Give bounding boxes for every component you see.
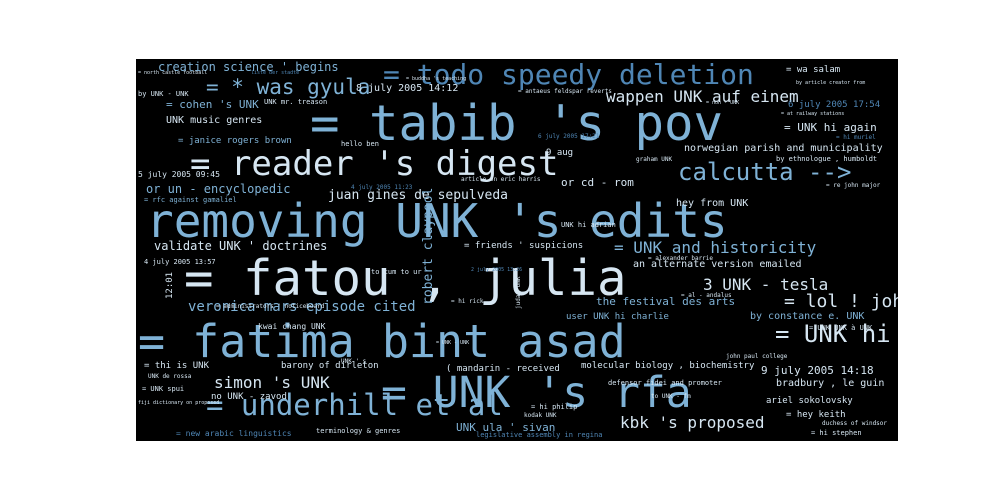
cloud-word: = UNK UNK à UNK xyxy=(809,324,873,332)
cloud-word: = tabib 's pov xyxy=(310,95,724,152)
cloud-word: = fatou , julia xyxy=(184,250,627,307)
cloud-word: kodak UNK xyxy=(524,412,557,419)
cloud-word: = UNK and historicity xyxy=(614,238,817,257)
cloud-word: graham UNK xyxy=(636,156,673,163)
cloud-word: or cd - rom xyxy=(561,176,634,189)
cloud-word: = at railway stations xyxy=(781,111,845,117)
cloud-word: = todo speedy deletion xyxy=(383,59,754,91)
cloud-word: kwai chang UNK xyxy=(258,322,326,331)
cloud-word: 4 july 2005 11:23 xyxy=(351,184,413,191)
cloud-word: UNK music genres xyxy=(166,115,263,126)
cloud-word: hey from UNK xyxy=(676,198,749,209)
cloud-word: judas UNK xyxy=(515,276,522,309)
cloud-word: simon 's UNK xyxy=(214,373,330,392)
cloud-word: the festival des arts xyxy=(596,295,736,308)
cloud-word: 6 july 2005 17:54 xyxy=(788,100,881,110)
cloud-word: = UNK - UNK xyxy=(436,340,470,346)
cloud-word: by ethnologue , humboldt xyxy=(776,155,878,163)
cloud-word: 2 july 2005 13:26 xyxy=(471,267,523,273)
cloud-word: duchess of windsor xyxy=(822,420,888,427)
cloud-word: to UNK - fm xyxy=(651,393,691,400)
cloud-word: an alternate version emailed xyxy=(633,259,802,270)
cloud-word: = buddha 's teaching xyxy=(406,76,467,82)
cloud-word: = al - andalus xyxy=(681,292,732,299)
cloud-word: molecular biology , biochemistry xyxy=(581,361,755,371)
cloud-word: calcutta --> xyxy=(678,158,852,186)
cloud-word: = cohen 's UNK xyxy=(166,98,259,111)
cloud-word: = administrators ' noticeboard xyxy=(216,303,325,310)
cloud-word: bradbury , le guin xyxy=(776,378,885,389)
cloud-word: juan gines de sepulveda xyxy=(328,188,509,203)
cloud-word: = fatima bint asad xyxy=(138,315,626,368)
cloud-word: 6 july 2005 17:21 xyxy=(538,133,600,140)
cloud-word: kbk 's proposed xyxy=(620,413,765,432)
cloud-word: norwegian parish and municipality xyxy=(684,143,883,154)
cloud-word: wappen UNK auf einem xyxy=(606,87,799,106)
cloud-word: user UNK hi charlie xyxy=(566,312,669,322)
cloud-word: = UNK spui xyxy=(142,385,185,393)
cloud-word: = north castle football xyxy=(138,70,208,76)
cloud-word: by UNK - UNK xyxy=(138,90,189,98)
cloud-word: = re john major xyxy=(826,182,881,189)
cloud-word: = * was gyula xyxy=(206,75,371,99)
cloud-word: liste der stadte xyxy=(251,70,300,76)
cloud-word: = friends ' suspicions xyxy=(464,241,584,251)
cloud-word: legislative assembly in regina xyxy=(476,431,603,439)
cloud-word: 12:01 xyxy=(165,271,175,299)
cloud-word: 5 july 2005 09:45 xyxy=(138,170,220,179)
cloud-word: = hey keith xyxy=(786,410,846,420)
cloud-word: = new arabic linguistics xyxy=(176,429,292,438)
cloud-word: removing UNK 's edits xyxy=(146,194,728,248)
cloud-word: = wa salam xyxy=(786,65,841,75)
cloud-word: no UNK - zavod xyxy=(211,392,287,402)
cloud-word: = lol ! john xyxy=(784,291,898,312)
cloud-word: by constance e. UNK xyxy=(750,311,865,322)
cloud-word: veronica mars episode cited xyxy=(188,299,416,315)
cloud-word: UNK de rossa xyxy=(148,373,192,380)
cloud-word: ( mandarin - received xyxy=(446,364,560,374)
cloud-word: UNK hi adrian xyxy=(561,221,616,229)
cloud-word: fiji dictionary on proposed xyxy=(138,400,220,406)
cloud-word: terminology & genres xyxy=(316,427,401,435)
cloud-word: = hi muriel xyxy=(836,134,876,141)
word-cloud: removing UNK 's edits = tabib 's pov = f… xyxy=(136,59,898,441)
cloud-word: hello ben xyxy=(341,140,379,148)
cloud-word: = thi is UNK xyxy=(144,361,210,371)
cloud-word: by article creator from xyxy=(796,80,866,86)
cloud-word: 9 aug xyxy=(546,148,574,158)
cloud-word: or un - encyclopedic xyxy=(146,182,291,196)
cloud-word: john paul college xyxy=(726,353,788,360)
cloud-word: UNK ' s xyxy=(341,358,367,365)
cloud-word: validate UNK ' doctrines xyxy=(154,239,328,253)
cloud-word: = alexander barrie xyxy=(648,255,714,262)
cloud-word: = reader 's digest xyxy=(190,144,559,184)
cloud-word: 3 UNK - tesla xyxy=(703,275,829,294)
cloud-word: barony of dirleton xyxy=(281,361,379,371)
cloud-word: = rfc against gamaliel xyxy=(144,196,237,204)
cloud-word: = UNK hi again xyxy=(784,121,877,134)
cloud-word: 9 july 2005 14:18 xyxy=(761,364,874,377)
cloud-word: ariel sokolovsky xyxy=(766,396,853,406)
cloud-word: robert claypool xyxy=(421,187,436,305)
cloud-word: = non - UNK xyxy=(706,100,740,106)
cloud-word: = UNK hi , xyxy=(775,320,898,348)
cloud-word: = antaeus feldspar reverts xyxy=(518,88,612,95)
cloud-word: 4 july 2005 13:57 xyxy=(144,258,216,266)
cloud-word: = hi rick xyxy=(451,298,484,305)
cloud-word: UNK mr. treason xyxy=(264,98,328,106)
cloud-word: = janice rogers brown xyxy=(178,136,292,146)
cloud-word: UNK ula ' sivan xyxy=(456,421,556,434)
cloud-word: = UNK 's rfa xyxy=(381,368,692,418)
cloud-word: creation science ' begins xyxy=(158,60,339,74)
cloud-word: article on eric harris xyxy=(461,176,541,183)
cloud-word: = hi stephen xyxy=(811,429,862,437)
cloud-word: defensor fidei and promoter xyxy=(608,379,722,387)
cloud-word: to cum to ur xyxy=(371,268,422,276)
cloud-word: 8 july 2005 14:12 xyxy=(356,83,459,94)
cloud-word: = underhill et al xyxy=(206,388,503,422)
cloud-word: = hi philip xyxy=(531,403,578,411)
